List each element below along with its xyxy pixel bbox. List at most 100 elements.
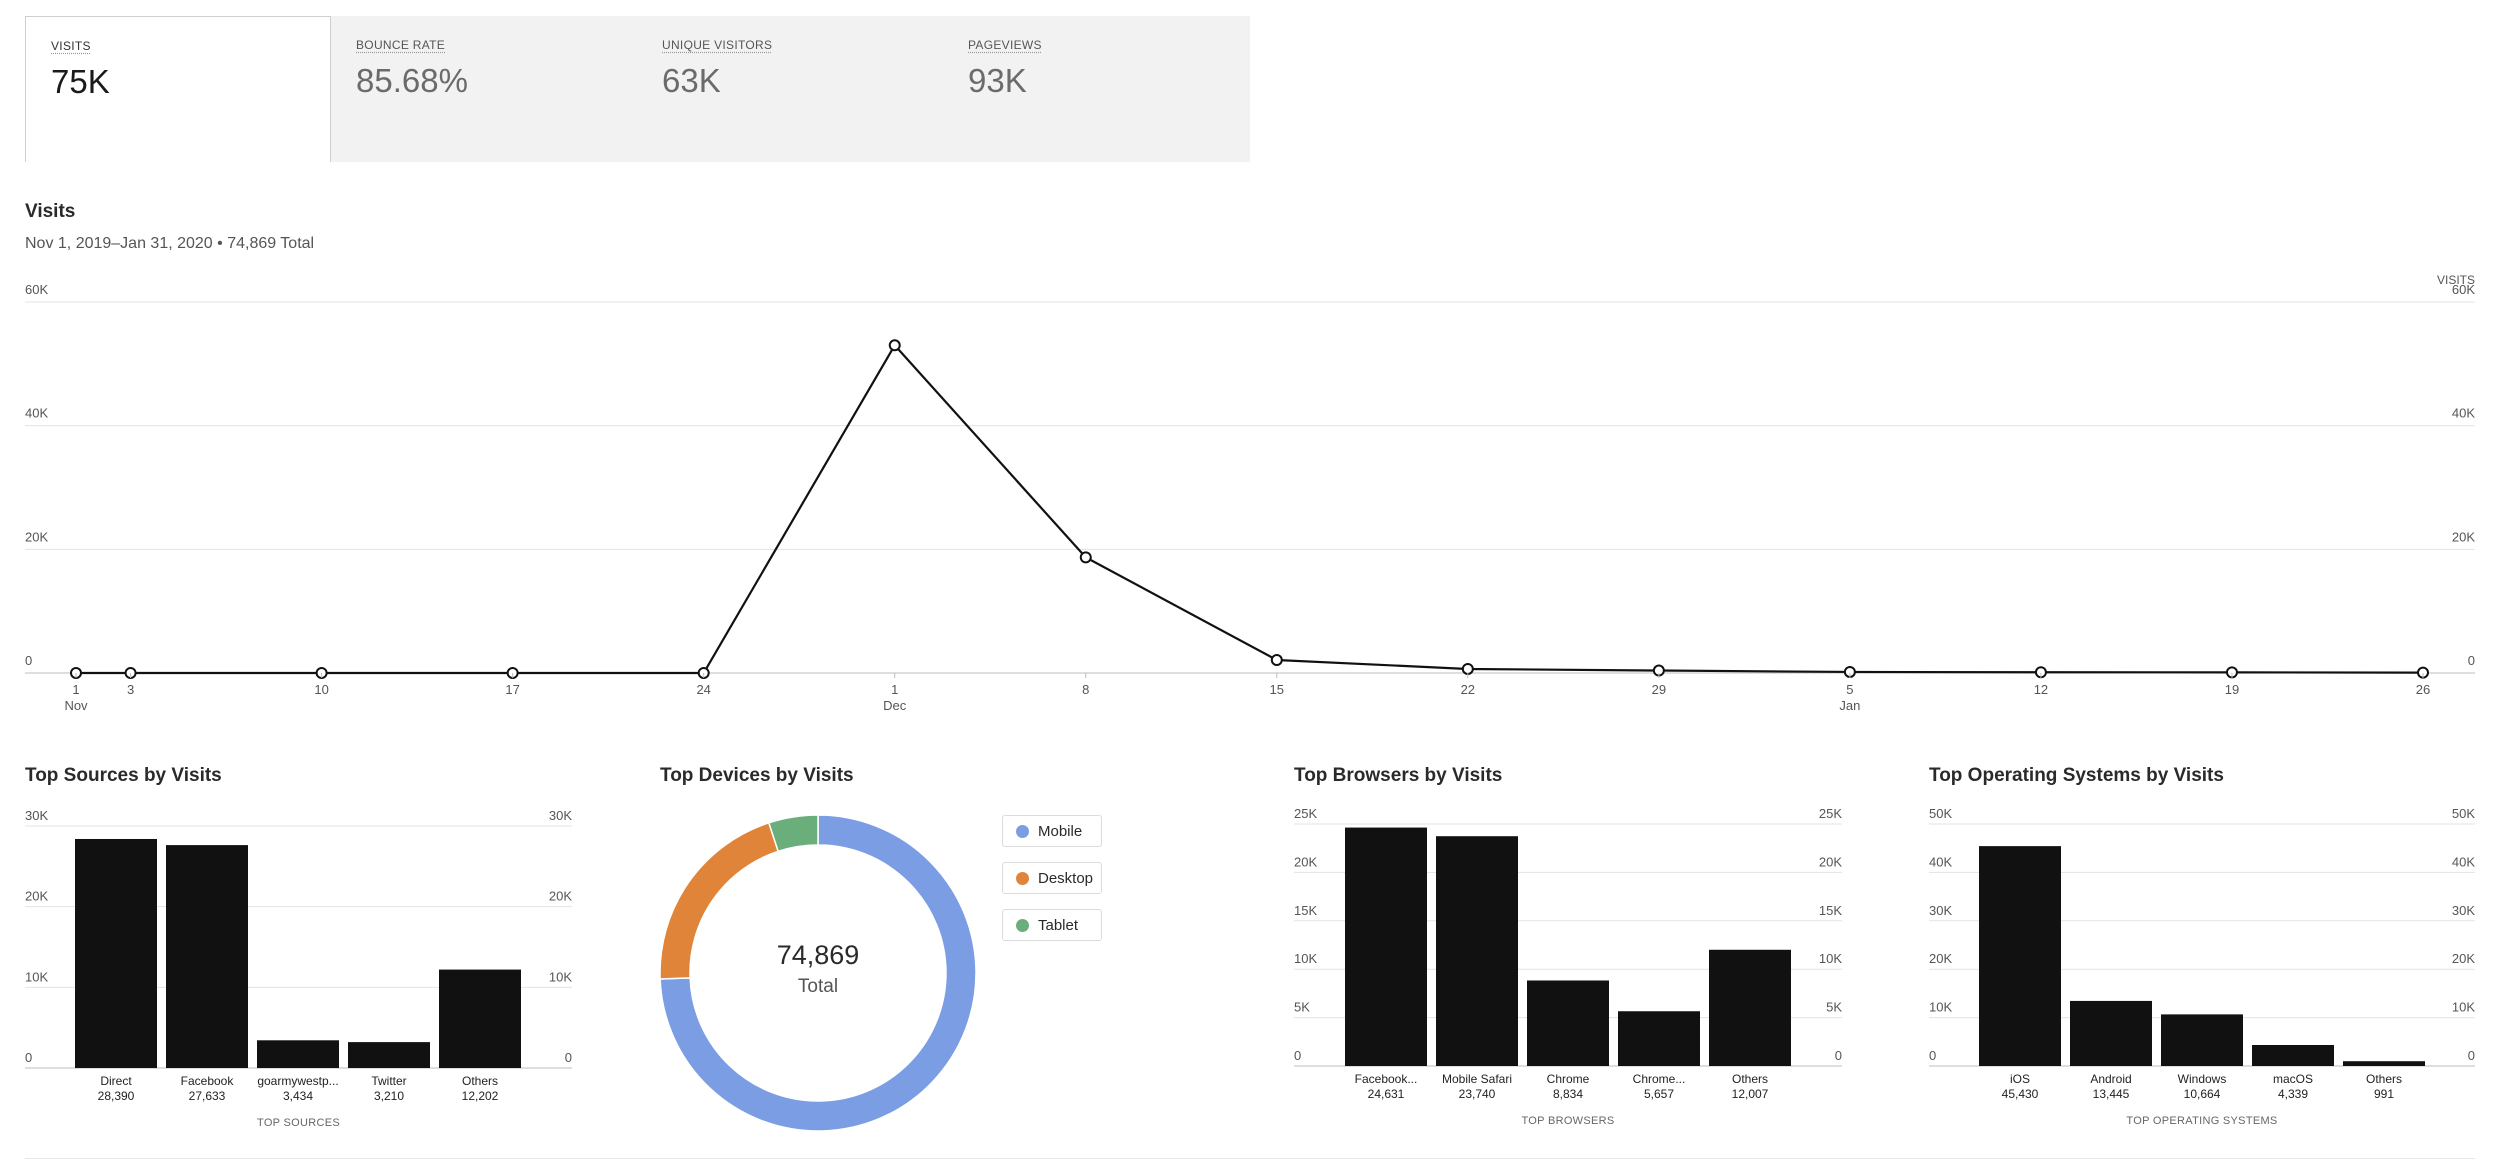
y-tick-label-left: 50K: [1929, 806, 1952, 821]
bar: [439, 969, 521, 1068]
bar: [1618, 1011, 1700, 1066]
metric-value: 75K: [51, 63, 110, 100]
y-tick-label-right: 5K: [1826, 1000, 1842, 1015]
data-point: [888, 339, 901, 352]
y-tick-label-right: 25K: [1819, 806, 1842, 821]
bar-category-label: Facebook...: [1355, 1072, 1418, 1086]
y-tick-label-left: 15K: [1294, 903, 1317, 918]
devices-legend: Mobile Desktop Tablet: [1002, 815, 1102, 956]
y-tick-label-left: 40K: [1929, 854, 1952, 869]
y-tick-label-left: 10K: [25, 969, 48, 984]
x-tick-label: 12: [2034, 682, 2048, 697]
y-tick-label-left: 10K: [1294, 951, 1317, 966]
metric-label: PAGEVIEWS: [968, 38, 1042, 52]
visits-line: [76, 343, 2424, 675]
top-devices-title: Top Devices by Visits: [660, 765, 854, 786]
donut-total-label: Total: [797, 976, 839, 997]
data-point: [1270, 654, 1283, 667]
data-point: [1461, 662, 1474, 675]
legend-item-tablet[interactable]: Tablet: [1002, 909, 1102, 941]
bar-value-label: 12,007: [1732, 1087, 1769, 1101]
top-sources-title: Top Sources by Visits: [25, 765, 222, 786]
bar: [1527, 980, 1609, 1066]
legend-item-mobile[interactable]: Mobile: [1002, 815, 1102, 847]
x-month-label: Dec: [883, 698, 907, 713]
y-tick-label-right: 20K: [549, 889, 572, 904]
y-tick-label-left: 10K: [1929, 1000, 1952, 1015]
y-tick-label-left: 40K: [25, 406, 48, 421]
x-tick-label: 17: [505, 682, 519, 697]
legend-item-desktop[interactable]: Desktop: [1002, 862, 1102, 894]
x-axis-title: TOP SOURCES: [257, 1117, 340, 1129]
bar: [2343, 1061, 2425, 1066]
metric-value: 63K: [662, 62, 721, 99]
y-tick-label-right: 0: [565, 1050, 572, 1065]
metric-value: 85.68%: [356, 62, 468, 99]
y-tick-label-left: 20K: [1929, 951, 1952, 966]
x-month-label: Nov: [64, 698, 88, 713]
bar-category-label: Direct: [100, 1074, 132, 1088]
visits-title: Visits: [25, 201, 76, 222]
y-tick-label-right: 20K: [2452, 951, 2475, 966]
x-month-label: Jan: [1839, 698, 1860, 713]
y-tick-label-left: 30K: [25, 808, 48, 823]
y-tick-label-right: 20K: [1819, 854, 1842, 869]
x-tick-label: 26: [2416, 682, 2430, 697]
bar-category-label: macOS: [2273, 1072, 2313, 1086]
y-tick-label-right: 40K: [2452, 406, 2475, 421]
metric-tab-bounce-rate[interactable]: BOUNCE RATE 85.68%: [331, 16, 637, 162]
bar-category-label: Chrome...: [1633, 1072, 1686, 1086]
bar: [257, 1040, 339, 1068]
x-tick-label: 1: [891, 682, 898, 697]
donut-total-value: 74,869: [776, 940, 860, 970]
metric-tabs: VISITS 75K BOUNCE RATE 85.68% UNIQUE VIS…: [25, 16, 1250, 162]
y-tick-label-left: 30K: [1929, 903, 1952, 918]
bar-value-label: 23,740: [1459, 1087, 1496, 1101]
metric-label: VISITS: [51, 39, 91, 53]
x-tick-label: 8: [1082, 682, 1089, 697]
bar: [2252, 1044, 2334, 1066]
bar-value-label: 45,430: [2002, 1087, 2039, 1101]
bar-category-label: iOS: [2010, 1072, 2030, 1086]
x-tick-label: 15: [1270, 682, 1284, 697]
legend-label: Mobile: [1038, 822, 1083, 840]
bar-value-label: 28,390: [98, 1089, 135, 1103]
legend-dot-mobile: [1016, 824, 1029, 838]
y-tick-label-right: 50K: [2452, 806, 2475, 821]
metric-tab-visits[interactable]: VISITS 75K: [25, 16, 331, 162]
bar: [2161, 1014, 2243, 1066]
y-tick-label-left: 25K: [1294, 806, 1317, 821]
legend-label: Tablet: [1038, 916, 1079, 934]
donut-slice-tablet: [767, 815, 819, 853]
y-tick-label-left: 0: [1929, 1048, 1936, 1063]
bar-category-label: Twitter: [371, 1074, 406, 1088]
bar-value-label: 4,339: [2278, 1087, 2308, 1101]
bar-value-label: 27,633: [189, 1089, 226, 1103]
bar: [1709, 949, 1791, 1066]
bar-value-label: 10,664: [2184, 1087, 2221, 1101]
bar-value-label: 12,202: [462, 1089, 499, 1103]
bar-category-label: Mobile Safari: [1442, 1072, 1512, 1086]
metric-tab-pageviews[interactable]: PAGEVIEWS 93K: [943, 16, 1249, 162]
bar-value-label: 991: [2374, 1087, 2394, 1101]
visits-subtitle: Nov 1, 2019–Jan 31, 2020 • 74,869 Total: [25, 235, 315, 252]
legend-dot-desktop: [1016, 871, 1029, 885]
metric-tab-unique-visitors[interactable]: UNIQUE VISITORS 63K: [637, 16, 943, 162]
x-tick-label: 29: [1652, 682, 1666, 697]
bar-category-label: Windows: [2178, 1072, 2227, 1086]
bar: [75, 838, 157, 1068]
bar-category-label: Android: [2090, 1072, 2131, 1086]
bar: [166, 845, 248, 1068]
x-tick-label: 1: [72, 682, 79, 697]
bar: [348, 1042, 430, 1068]
x-tick-label: 3: [127, 682, 134, 697]
y-axis-title: VISITS: [2437, 273, 2475, 287]
y-tick-label-left: 5K: [1294, 1000, 1310, 1015]
bar-category-label: Others: [462, 1074, 498, 1088]
legend-dot-tablet: [1016, 918, 1029, 932]
y-tick-label-right: 30K: [2452, 903, 2475, 918]
bar: [2070, 1000, 2152, 1066]
bar: [1436, 836, 1518, 1066]
x-tick-label: 24: [696, 682, 710, 697]
